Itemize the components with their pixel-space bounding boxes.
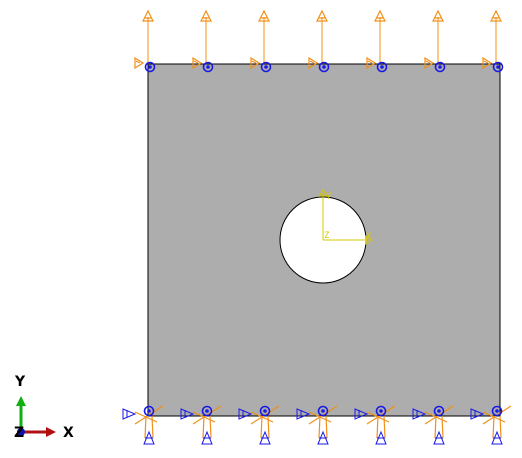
triad-z-label: Z [14,425,24,441]
bottom-node-symbol [122,405,164,445]
node-marker-core [206,65,210,69]
node-marker [433,405,445,417]
node-marker [202,61,214,73]
csys-x-arrowhead [365,235,373,245]
top-node-symbol [134,9,156,73]
csys-x-label: X [366,232,372,242]
bc-leg [383,415,386,439]
node-marker-core [438,65,442,69]
node-marker-core [380,65,384,69]
bc-cone-side [412,408,427,420]
bottom-node-symbol [296,405,338,445]
bc-leg [144,415,147,439]
bottom-node-symbol [238,405,280,445]
bc-leg [325,415,328,439]
bc-cone-side [296,408,311,420]
node-marker [144,61,156,73]
bc-leg [267,415,270,439]
load-arrow-side [424,56,435,70]
view-triad: Y X Z [14,374,74,441]
load-arrow-head [142,9,154,22]
top-node-symbol [482,9,504,73]
node-marker [260,61,272,73]
bottom-edge-boundary-conditions [122,405,512,445]
load-arrow-side [134,56,145,70]
node-marker-core [148,65,152,69]
node-marker-core [147,409,151,413]
bc-leg [318,415,321,439]
bc-cone-side [122,408,137,420]
bc-cone-side [238,408,253,420]
bc-leg [441,415,444,439]
load-arrow-side [482,56,493,70]
load-arrow-side [250,56,261,70]
node-marker-core [437,409,441,413]
bc-cone-side [354,408,369,420]
bc-leg [434,415,437,439]
triad-y-label: Y [14,374,26,390]
bc-leg [209,415,212,439]
top-node-symbol [250,9,272,73]
bc-cone-side [470,408,485,420]
csys-y-label: Y [326,192,332,202]
node-marker [259,405,271,417]
node-marker [492,61,504,73]
top-node-symbol [424,9,446,73]
load-arrow-head [374,9,386,22]
node-marker-core [321,409,325,413]
node-marker [491,405,503,417]
top-node-symbol [192,9,214,73]
bc-leg [376,415,379,439]
top-node-symbol [308,9,330,73]
bc-leg [492,415,495,439]
node-marker-core [379,409,383,413]
node-marker [143,405,155,417]
load-arrow-head [258,9,270,22]
load-arrow-head [316,9,328,22]
load-arrow-head [432,9,444,22]
node-marker [318,61,330,73]
bottom-node-symbol [470,405,512,445]
bottom-node-symbol [412,405,454,445]
node-marker-core [495,409,499,413]
node-marker-core [264,65,268,69]
node-marker [201,405,213,417]
bottom-node-symbol [354,405,396,445]
triad-y-arrowhead [16,396,26,406]
bc-leg [499,415,502,439]
load-arrow-side [308,56,319,70]
bc-leg [151,415,154,439]
node-marker-core [263,409,267,413]
csys-z-label: Z [324,231,330,241]
csys-y-arrowhead [318,189,328,197]
bc-cone-side [180,408,195,420]
local-coordinate-system: Z Y X [318,189,373,245]
top-node-symbol [366,9,388,73]
node-marker [376,61,388,73]
bc-leg [202,415,205,439]
node-marker [375,405,387,417]
load-arrow-side [366,56,377,70]
node-marker [317,405,329,417]
bc-leg [260,415,263,439]
node-marker-core [205,409,209,413]
node-marker-core [496,65,500,69]
bottom-node-symbol [180,405,222,445]
top-edge-load-arrows [134,9,504,73]
triad-x-label: X [63,425,74,441]
load-arrow-head [200,9,212,22]
node-marker [434,61,446,73]
triad-z-axis-dot [17,428,25,436]
node-marker-core [322,65,326,69]
load-arrow-head [490,9,502,22]
triad-x-arrowhead [46,427,56,437]
load-arrow-side [192,56,203,70]
